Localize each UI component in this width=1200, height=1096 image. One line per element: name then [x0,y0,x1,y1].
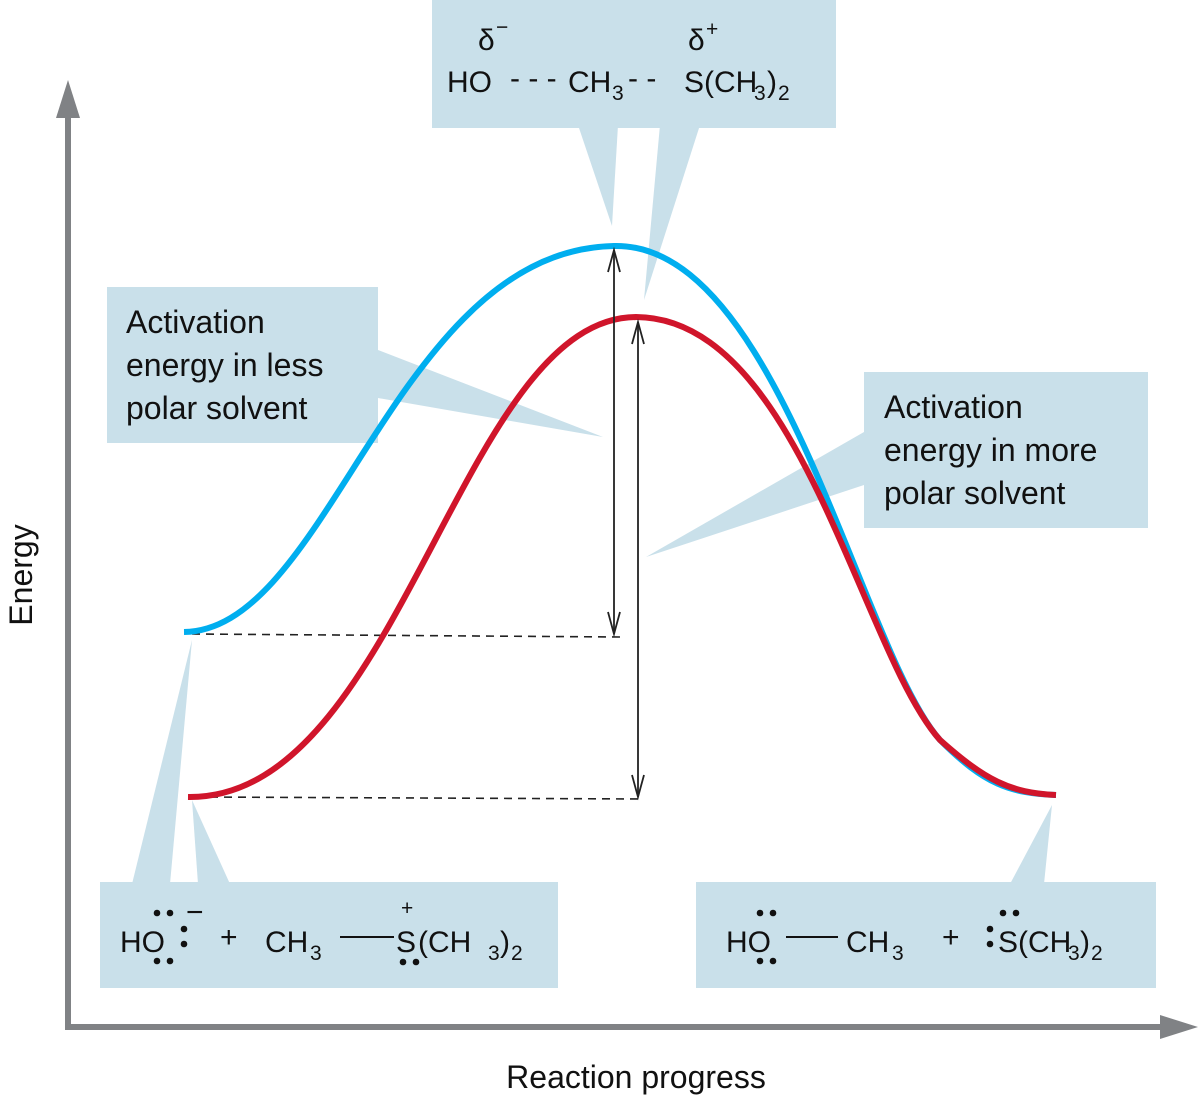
reactant-ch-sub: 3 [310,942,322,965]
s-lone-pair-dot [412,958,420,966]
reactants-structure: HO − + CH 3 S + (CH 3 ) 2 [120,896,523,966]
product-ho: HO [726,926,771,959]
ts-dashes-1: - - - [510,62,557,95]
ts-s-sub2: 2 [778,82,790,105]
less-polar-arrowhead-top [607,246,621,273]
product-o-lone-pair-dot [756,909,764,917]
product-s-lone-pair-dot [986,940,994,948]
more-polar-label-line-1: Activation [884,389,1023,425]
ts-s-sub3: 3 [754,82,766,105]
reactant-s-rest: (CH [418,926,471,959]
activation-arrows [607,246,645,801]
products-box [696,882,1156,988]
reactant-s-charge: + [401,897,413,920]
x-axis-arrowhead [1160,1015,1198,1039]
ts-ch: CH [568,66,611,99]
ho-lone-pair-dot [153,909,161,917]
ts-delta-plus-sign: + [706,18,718,41]
more-polar-label-box [864,372,1148,528]
reactant-ch: CH [265,926,308,959]
reactants-box [100,882,558,988]
reactant-sub3b: 3 [488,942,500,965]
ts-s-group: S(CH [684,66,757,99]
less-polar-label-line-3: polar solvent [126,390,308,426]
more-polar-label-line-3: polar solvent [884,475,1066,511]
ho-lone-pair-dot [166,909,174,917]
ts-ho: HO [447,66,492,99]
y-axis-arrowhead [56,80,80,118]
product-o-lone-pair-dot [756,957,764,965]
less-polar-arrowhead-bottom [607,611,621,638]
reactant-pointer-blue [132,640,192,884]
more-polar-arrowhead-top [631,318,645,345]
more-polar-label-line-2: energy in more [884,432,1097,468]
product-s-lone-pair-dot [986,925,994,933]
product-ch: CH [846,926,889,959]
ts-close-paren: ) [767,66,777,99]
reactant-close: ) [500,926,510,959]
product-o-lone-pair-dot [769,957,777,965]
ts-ch-sub: 3 [612,82,624,105]
products-structure: HO CH 3 + S(CH 3 ) 2 [726,909,1103,965]
energy-reference-lines [191,633,643,800]
less-polar-label-box [107,287,378,443]
more-polar-arrowhead-bottom [631,774,645,801]
ho-lone-pair-dot [166,957,174,965]
product-o-lone-pair-dot [769,909,777,917]
less-polar-pointer [378,350,603,437]
ho-lone-pair-dot [180,940,188,948]
product-sub3b: 3 [1068,942,1080,965]
reactant-ho-charge: − [186,896,204,929]
less-polar-label-line-2: energy in less [126,347,323,383]
ts-dashes-2: - - [628,62,656,95]
ho-lone-pair-dot [153,957,161,965]
more-polar-reactant-level [195,796,643,800]
s-lone-pair-dot [399,958,407,966]
product-s-group: S(CH [998,926,1071,959]
reactant-pointer-red [192,800,230,884]
product-close: ) [1080,926,1090,959]
axes: Energy Reaction progress [3,80,1198,1095]
reactant-plus: + [220,921,238,954]
ts-delta-minus-sign: − [496,16,508,39]
ho-lone-pair-dot [180,925,188,933]
reactant-ho: HO [120,926,165,959]
more-polar-curve [187,313,1057,801]
transition-state-structure: δ − δ + HO - - - CH 3 - - S(CH 3 ) 2 [447,16,790,105]
transition-state-pointer-left [578,125,618,226]
callouts [100,0,1156,988]
products-pointer [1010,805,1052,884]
product-s-lone-pair-dot [999,909,1007,917]
ts-delta-minus: δ [478,24,495,57]
less-polar-label: Activation energy in less polar solvent [126,304,323,426]
more-polar-label: Activation energy in more polar solvent [884,389,1097,511]
less-polar-label-line-1: Activation [126,304,265,340]
x-axis-label: Reaction progress [506,1059,766,1095]
less-polar-reactant-level [191,633,621,638]
transition-state-box [432,0,836,128]
product-plus: + [942,921,960,954]
reactant-sub2: 2 [511,942,523,965]
y-axis-label: Energy [3,524,39,625]
ts-delta-plus: δ [688,24,705,57]
reactant-s: S [396,926,416,959]
product-s-lone-pair-dot [1012,909,1020,917]
more-polar-pointer [646,432,864,557]
product-sub2: 2 [1091,942,1103,965]
product-ch-sub: 3 [892,942,904,965]
